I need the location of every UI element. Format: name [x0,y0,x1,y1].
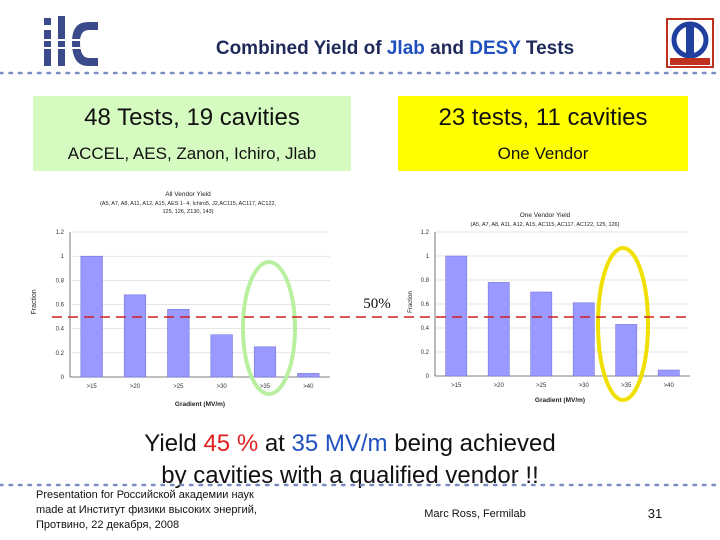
ilc-logo [44,16,100,66]
right-chart-ytick-label: 1 [426,254,430,260]
left-chart-subtitle-line: (A5, A7, A8, A11, A12, A15, AES 1- 4, Ic… [100,201,277,207]
right-chart-xlabel: Gradient (MV/m) [535,397,585,404]
right-chart-bar [572,302,595,377]
fifty-percent-label-bg [354,290,400,314]
left-chart-xtick-label: >40 [303,384,314,390]
left-chart-ytick-label: 0 [61,375,65,381]
left-chart-ytick-label: 1 [61,254,65,260]
left-highlight-ellipse [241,260,297,396]
yield-statement: Yield 45 % at 35 MV/m being achieved by … [60,428,640,492]
left-chart-bar [167,309,190,378]
left-chart-ytick-label: 0.6 [56,303,65,309]
left-chart-subtitle-line: 125, 126, Z130, 143) [162,209,213,215]
left-chart-bar [297,373,320,378]
left-chart-xtick-label: >30 [217,384,228,390]
right-chart-xtick-label: >30 [579,383,590,389]
left-chart-xlabel: Gradient (MV/m) [175,401,225,408]
presentation-line-3: Протвино, 22 декабря, 2008 [36,519,180,531]
left-chart-bar [210,334,233,378]
presentation-line-2: made at Институт физики высоких энергий, [36,504,257,516]
left-chart-bar [123,294,147,378]
one-vendor-count: 23 tests, 11 cavities [438,104,648,131]
page-title: Combined Yield of Jlab and DESY Tests [215,38,575,59]
ihep-logo [666,18,714,68]
presentation-line-1: Presentation for Российской академии нау… [36,489,254,501]
one-vendor-label: One Vendor [497,144,589,163]
presentation-info: Presentation for Российской академии нау… [36,488,286,533]
left-chart-title: All Vendor Yield [165,191,211,198]
right-highlight-ellipse [596,246,650,402]
right-chart-bar [615,324,638,377]
right-chart-ytick-label: 0.6 [421,302,430,308]
right-chart-ytick-label: 1.2 [421,230,430,236]
left-chart-xtick-label: >25 [173,384,184,390]
right-chart-ytick-label: 0.2 [421,350,430,356]
left-chart-xtick-label: >35 [260,384,271,390]
left-chart-ylabel: Fraction [31,289,38,314]
right-chart-plot: 0 0.2 0.4 0.6 0.8 1 1.2 >15 >20 >25 >30 >35 >40 [421,230,690,389]
right-chart-bar [530,291,553,377]
header-divider [0,71,720,75]
right-chart-title: One Vendor Yield [520,212,571,219]
right-chart-ytick-label: 0.4 [421,326,430,332]
page-number: 31 [647,506,663,521]
right-chart-bar [657,369,680,377]
right-chart-ylabel: Fraction [408,291,414,313]
right-chart-xtick-label: >35 [621,383,632,389]
right-chart-bar [445,255,468,377]
one-vendor-summary-box: 23 tests, 11 cavities One Vendor [398,96,688,171]
left-chart-xtick-label: >20 [130,384,141,390]
all-vendor-summary-box: 48 Tests, 19 cavities ACCEL, AES, Zanon,… [33,96,351,171]
right-chart-xtick-label: >15 [451,383,462,389]
right-chart-ytick-label: 0 [426,374,430,380]
yield-line-1: Yield 45 % at 35 MV/m being achieved [144,430,556,457]
left-chart-ytick-label: 0.8 [56,278,65,284]
left-chart-ytick-label: 0.4 [56,327,65,333]
all-vendor-sources: ACCEL, AES, Zanon, Ichiro, Jlab [67,144,317,163]
left-chart-ytick-label: 0.2 [56,351,65,357]
right-chart-xtick-label: >40 [664,383,675,389]
left-chart-xtick-label: >15 [87,384,98,390]
footer-divider [0,483,720,487]
all-vendor-count: 48 Tests, 19 cavities [84,104,300,131]
yield-charts: All Vendor Yield (A5, A7, A8, A11, A12, … [31,191,690,408]
left-chart-ytick-label: 1.2 [56,230,65,236]
left-chart-subtitle: (A5, A7, A8, A11, A12, A15, AES 1- 4, Ic… [100,201,277,215]
left-chart-bar [253,346,277,378]
right-chart-xtick-label: >20 [494,383,505,389]
right-chart-subtitle: (A5, A7, A8, A11, A12, A15, AC115, AC117… [471,222,620,228]
right-chart-bar [487,282,510,377]
fifty-percent-label: 50% [363,296,391,312]
right-chart-xtick-label: >25 [536,383,547,389]
right-chart-ytick-label: 0.8 [421,278,430,284]
author: Marc Ross, Fermilab [424,508,526,520]
